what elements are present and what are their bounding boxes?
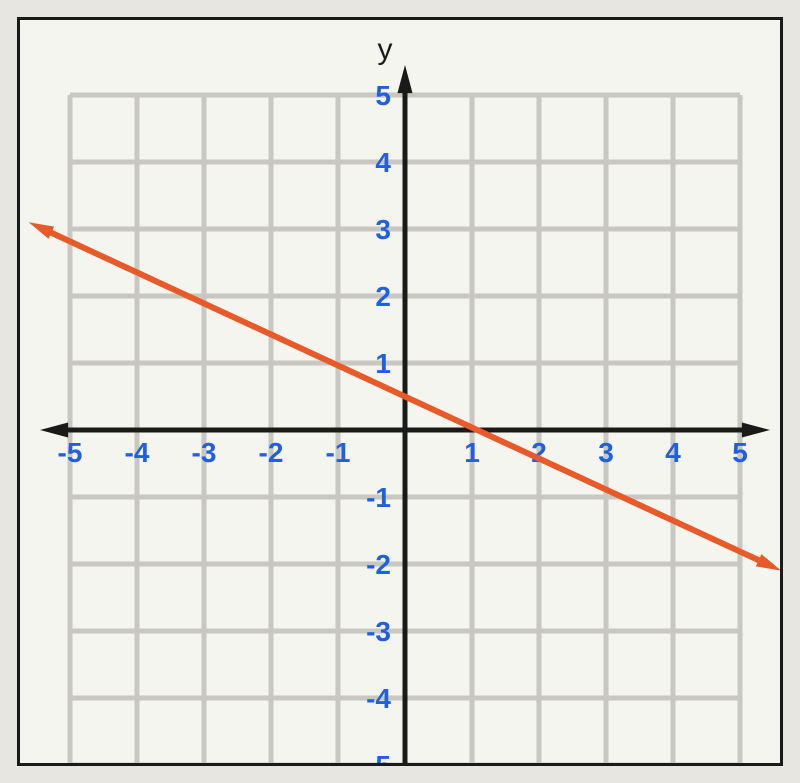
- x-axis-arrow-left: [40, 422, 68, 437]
- y-tick-label: -1: [366, 482, 391, 513]
- y-tick-label: 1: [375, 348, 391, 379]
- x-tick-label: -3: [192, 437, 217, 468]
- y-tick-label: -4: [366, 683, 391, 714]
- x-tick-label: -5: [58, 437, 83, 468]
- x-tick-label: -2: [259, 437, 284, 468]
- y-tick-label: 5: [375, 80, 391, 111]
- y-tick-label: -5: [366, 750, 391, 763]
- x-axis-arrow-right: [742, 422, 770, 437]
- chart-svg: -5-4-3-2-112345-5-4-3-2-112345xy: [20, 20, 780, 763]
- x-tick-label: 5: [732, 437, 748, 468]
- x-tick-label: 3: [598, 437, 614, 468]
- x-tick-label: 4: [665, 437, 681, 468]
- coordinate-plane-chart: -5-4-3-2-112345-5-4-3-2-112345xy: [17, 17, 783, 766]
- y-tick-label: 4: [375, 147, 391, 178]
- y-axis-arrow-up: [397, 65, 412, 93]
- x-tick-label: -1: [326, 437, 351, 468]
- x-tick-label: 1: [464, 437, 480, 468]
- y-tick-label: -3: [366, 616, 391, 647]
- data-line-arrow-start: [29, 222, 54, 239]
- y-tick-label: 3: [375, 214, 391, 245]
- y-axis-label: y: [378, 33, 393, 66]
- y-tick-label: 2: [375, 281, 391, 312]
- x-tick-label: -4: [125, 437, 150, 468]
- y-tick-label: -2: [366, 549, 391, 580]
- data-line-arrow-end: [756, 554, 780, 571]
